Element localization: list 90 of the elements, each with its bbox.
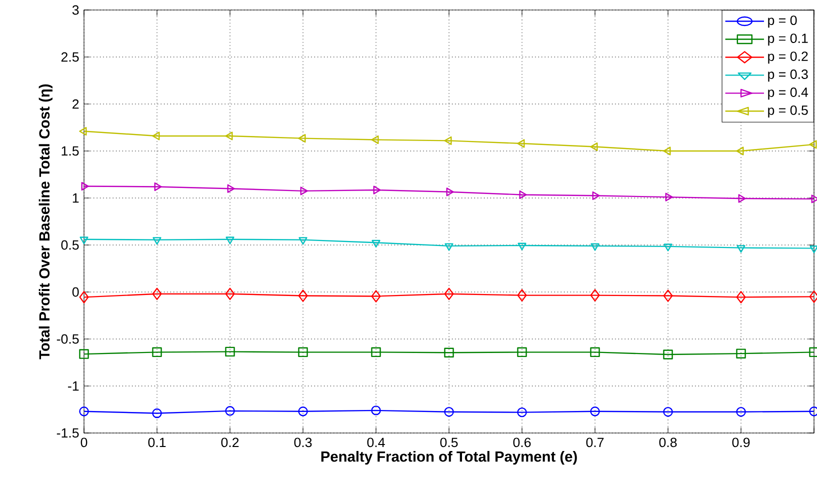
point: [152, 132, 160, 140]
point: [665, 192, 673, 202]
point: [373, 186, 381, 194]
y-tick-label: 1: [72, 193, 79, 203]
point: [444, 243, 454, 251]
point: [154, 182, 162, 192]
legend-label: p = 0.3: [768, 70, 808, 82]
point: [444, 406, 454, 417]
x-axis-title: Penalty Fraction of Total Payment (e): [321, 450, 577, 465]
point: [225, 406, 235, 416]
point: [371, 290, 381, 302]
x-tick-label: 0.9: [732, 438, 750, 448]
point: [663, 290, 673, 302]
point: [446, 188, 454, 196]
point: [371, 406, 381, 416]
point: [517, 347, 527, 358]
legend-label: p = 0.1: [768, 34, 808, 46]
point: [152, 408, 162, 418]
point: [663, 146, 671, 156]
point: [152, 347, 162, 358]
point: [590, 243, 600, 251]
x-tick-label: 0.2: [221, 438, 239, 448]
point: [738, 194, 746, 203]
y-tick-label: -1: [68, 381, 79, 391]
point: [590, 289, 600, 302]
point: [444, 348, 454, 358]
x-tick-label: 0.6: [513, 438, 531, 448]
x-tick-label: 0.1: [148, 438, 166, 448]
point: [371, 347, 381, 358]
point: [298, 290, 308, 302]
point: [663, 406, 673, 417]
x-tick-label: 0: [80, 438, 88, 448]
y-tick-label: 3: [72, 5, 79, 15]
point: [592, 191, 600, 200]
legend-label: p = 0.4: [768, 88, 808, 100]
y-tick-label: 0: [72, 287, 79, 297]
point: [79, 349, 89, 359]
point: [809, 140, 817, 149]
y-tick-label: 2.5: [61, 52, 79, 62]
point: [517, 407, 527, 418]
y-tick-label: -0.5: [56, 334, 79, 344]
point: [590, 406, 600, 416]
x-tick-label: 0.4: [367, 438, 385, 448]
point: [225, 346, 235, 357]
point: [298, 237, 308, 245]
point: [736, 245, 746, 253]
point: [80, 236, 88, 244]
point: [736, 146, 744, 156]
point: [444, 136, 452, 145]
point: [519, 190, 527, 200]
legend-label: p = 0.2: [768, 52, 808, 64]
point: [372, 240, 380, 248]
point: [664, 244, 672, 252]
y-tick-label: 1.5: [62, 146, 79, 156]
point: [81, 182, 89, 191]
x-tick-label: 0.8: [659, 438, 677, 448]
point: [810, 246, 817, 254]
y-axis-title: Total Profit Over Baseline Total Cost (η): [38, 84, 52, 360]
point: [79, 126, 87, 136]
point: [663, 350, 673, 360]
point: [300, 186, 308, 196]
y-tick-label: 2: [72, 99, 79, 109]
point: [736, 406, 746, 417]
point: [79, 406, 89, 416]
point: [444, 288, 454, 300]
point: [517, 289, 527, 302]
point: [225, 132, 233, 140]
point: [152, 237, 162, 245]
y-tick-label: -1.5: [56, 428, 79, 438]
point: [371, 135, 379, 144]
point: [736, 291, 746, 304]
point: [517, 139, 525, 148]
point: [590, 347, 600, 358]
point: [736, 348, 746, 358]
point: [298, 134, 306, 143]
x-tick-label: 0.5: [440, 438, 458, 448]
x-tick-label: 0.3: [294, 438, 312, 448]
point: [79, 291, 89, 304]
point: [152, 288, 162, 300]
point: [590, 142, 598, 152]
point: [518, 242, 526, 250]
point: [227, 184, 235, 193]
point: [225, 288, 235, 300]
legend-label: p = 0: [768, 16, 797, 28]
x-tick-label: 0.7: [586, 438, 604, 448]
point: [298, 406, 308, 416]
point: [298, 347, 308, 358]
y-tick-label: 0.5: [61, 240, 79, 250]
legend-label: p = 0.5: [768, 105, 808, 118]
point: [226, 236, 234, 244]
